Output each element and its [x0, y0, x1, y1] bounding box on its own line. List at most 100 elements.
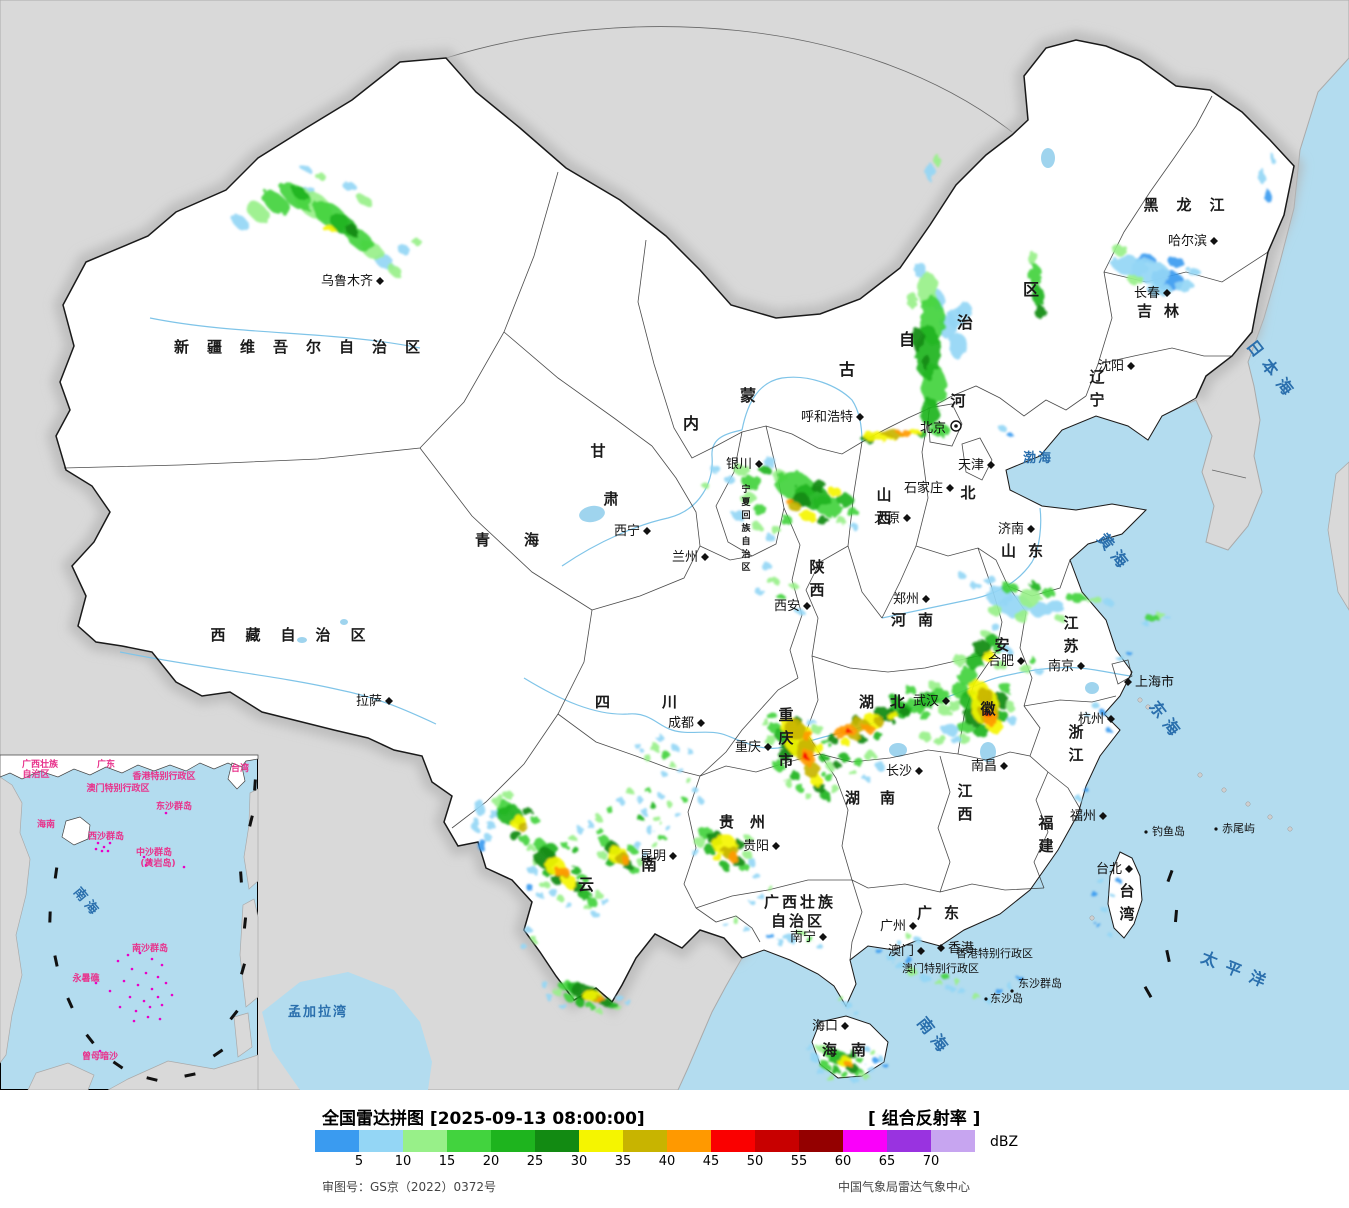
- radar-echo: [790, 583, 798, 589]
- inset-nine-dash-segment: [240, 963, 246, 975]
- radar-echo: [532, 937, 538, 943]
- radar-echo: [1007, 716, 1017, 724]
- radar-echo: [644, 755, 652, 761]
- radar-echo: [920, 974, 930, 982]
- inset-label: 台湾: [231, 762, 249, 774]
- inset-island-dot: [142, 999, 146, 1003]
- dbz-unit-label: dBZ: [990, 1134, 1019, 1150]
- city-label: 济南: [998, 521, 1024, 537]
- city-label: 拉萨: [356, 694, 382, 709]
- province-label: 徽: [979, 700, 996, 718]
- inset-nine-dash-segment: [239, 871, 243, 883]
- radar-echo: [1110, 893, 1114, 897]
- radar-echo: [1095, 923, 1101, 927]
- city-label: 昆明: [640, 849, 666, 864]
- radar-echo: [837, 995, 843, 1001]
- province-label: 宁: [1089, 391, 1104, 409]
- radar-echo: [904, 685, 916, 695]
- city-label: 福州: [1070, 809, 1096, 824]
- radar-echo: [292, 185, 308, 201]
- legend-color-block: [535, 1130, 579, 1152]
- radar-echo: [966, 652, 984, 670]
- radar-echo: [958, 573, 966, 579]
- radar-echo: [1270, 153, 1274, 163]
- province-label: 庆: [778, 729, 793, 747]
- radar-echo: [555, 866, 569, 878]
- radar-echo: [826, 1075, 834, 1081]
- radar-echo: [1085, 714, 1091, 718]
- legend-color-block: [315, 1130, 359, 1152]
- inset-label: 广西壮族: [22, 758, 59, 770]
- radar-echo: [942, 724, 958, 736]
- radar-echo: [1001, 646, 1011, 654]
- radar-echo: [918, 692, 938, 708]
- radar-echo: [751, 522, 761, 530]
- radar-echo: [1007, 983, 1013, 989]
- radar-echo: [704, 845, 716, 855]
- radar-echo: [536, 892, 544, 898]
- china-landmass: [56, 40, 1294, 1006]
- radar-echo: [806, 1045, 814, 1051]
- inset-island-dot: [142, 855, 146, 859]
- sea-label: 孟加拉湾: [288, 1004, 348, 1020]
- radar-echo: [953, 978, 959, 984]
- inset-label: 南沙群岛: [132, 942, 168, 954]
- city-marker: [669, 852, 677, 860]
- radar-echo: [949, 333, 967, 359]
- inset-island-dot: [148, 1005, 152, 1009]
- city-marker: [1163, 289, 1171, 297]
- city-label: 合肥: [988, 654, 1014, 669]
- radar-echo: [764, 735, 776, 745]
- radar-echo: [912, 328, 924, 352]
- radar-echo: [526, 885, 534, 891]
- radar-echo: [934, 154, 940, 166]
- radar-echo: [779, 749, 791, 761]
- province-label: 自: [899, 330, 915, 349]
- nine-dash-segment: [1173, 909, 1179, 923]
- city-label: 沈阳: [1098, 359, 1124, 374]
- radar-echo: [728, 852, 738, 862]
- radar-echo: [767, 712, 777, 720]
- radar-echo: [920, 398, 940, 426]
- radar-echo: [922, 354, 930, 370]
- legend-tick: 40: [658, 1154, 676, 1169]
- legend-color-block: [447, 1130, 491, 1152]
- radar-echo: [345, 224, 359, 236]
- nine-dash-segment: [1166, 869, 1174, 883]
- inset-island-dot: [94, 981, 98, 985]
- province-label: 四川: [595, 693, 729, 711]
- inset-island-dot: [108, 841, 112, 845]
- radar-echo: [829, 487, 841, 497]
- radar-echo: [662, 772, 668, 778]
- city-label: 西安: [774, 599, 800, 614]
- inset-island-dot: [132, 1019, 136, 1023]
- inset-island-dot: [150, 987, 154, 991]
- map-approval-number: 审图号：GS京（2022）0372号: [322, 1180, 496, 1194]
- province-label: 广西壮族: [764, 893, 836, 911]
- inset-borneo: [107, 1054, 259, 1090]
- radar-echo: [1000, 683, 1012, 693]
- inset-island-dot: [148, 859, 152, 863]
- radar-echo: [919, 711, 931, 721]
- radar-echo: [565, 994, 575, 1002]
- inset-label: 广东: [97, 758, 115, 770]
- radar-echo: [805, 718, 815, 726]
- radar-echo: [656, 735, 664, 741]
- province-label: 陕: [809, 558, 824, 576]
- city-label: 太原: [874, 511, 900, 526]
- province-label: 治: [957, 313, 973, 332]
- inset-island-dot: [164, 981, 168, 985]
- city-label: 台北: [1096, 862, 1122, 877]
- radar-echo: [806, 937, 814, 943]
- radar-echo: [1125, 650, 1131, 654]
- radar-echo: [862, 775, 870, 781]
- inset-island-dot: [128, 995, 132, 999]
- city-label: 郑州: [893, 592, 919, 607]
- radar-echo: [740, 863, 750, 873]
- province-label: 苏: [1063, 637, 1078, 655]
- radar-echo: [933, 735, 947, 745]
- radar-echo: [753, 505, 767, 515]
- city-label: 石家庄: [904, 480, 943, 496]
- radar-echo: [636, 797, 644, 803]
